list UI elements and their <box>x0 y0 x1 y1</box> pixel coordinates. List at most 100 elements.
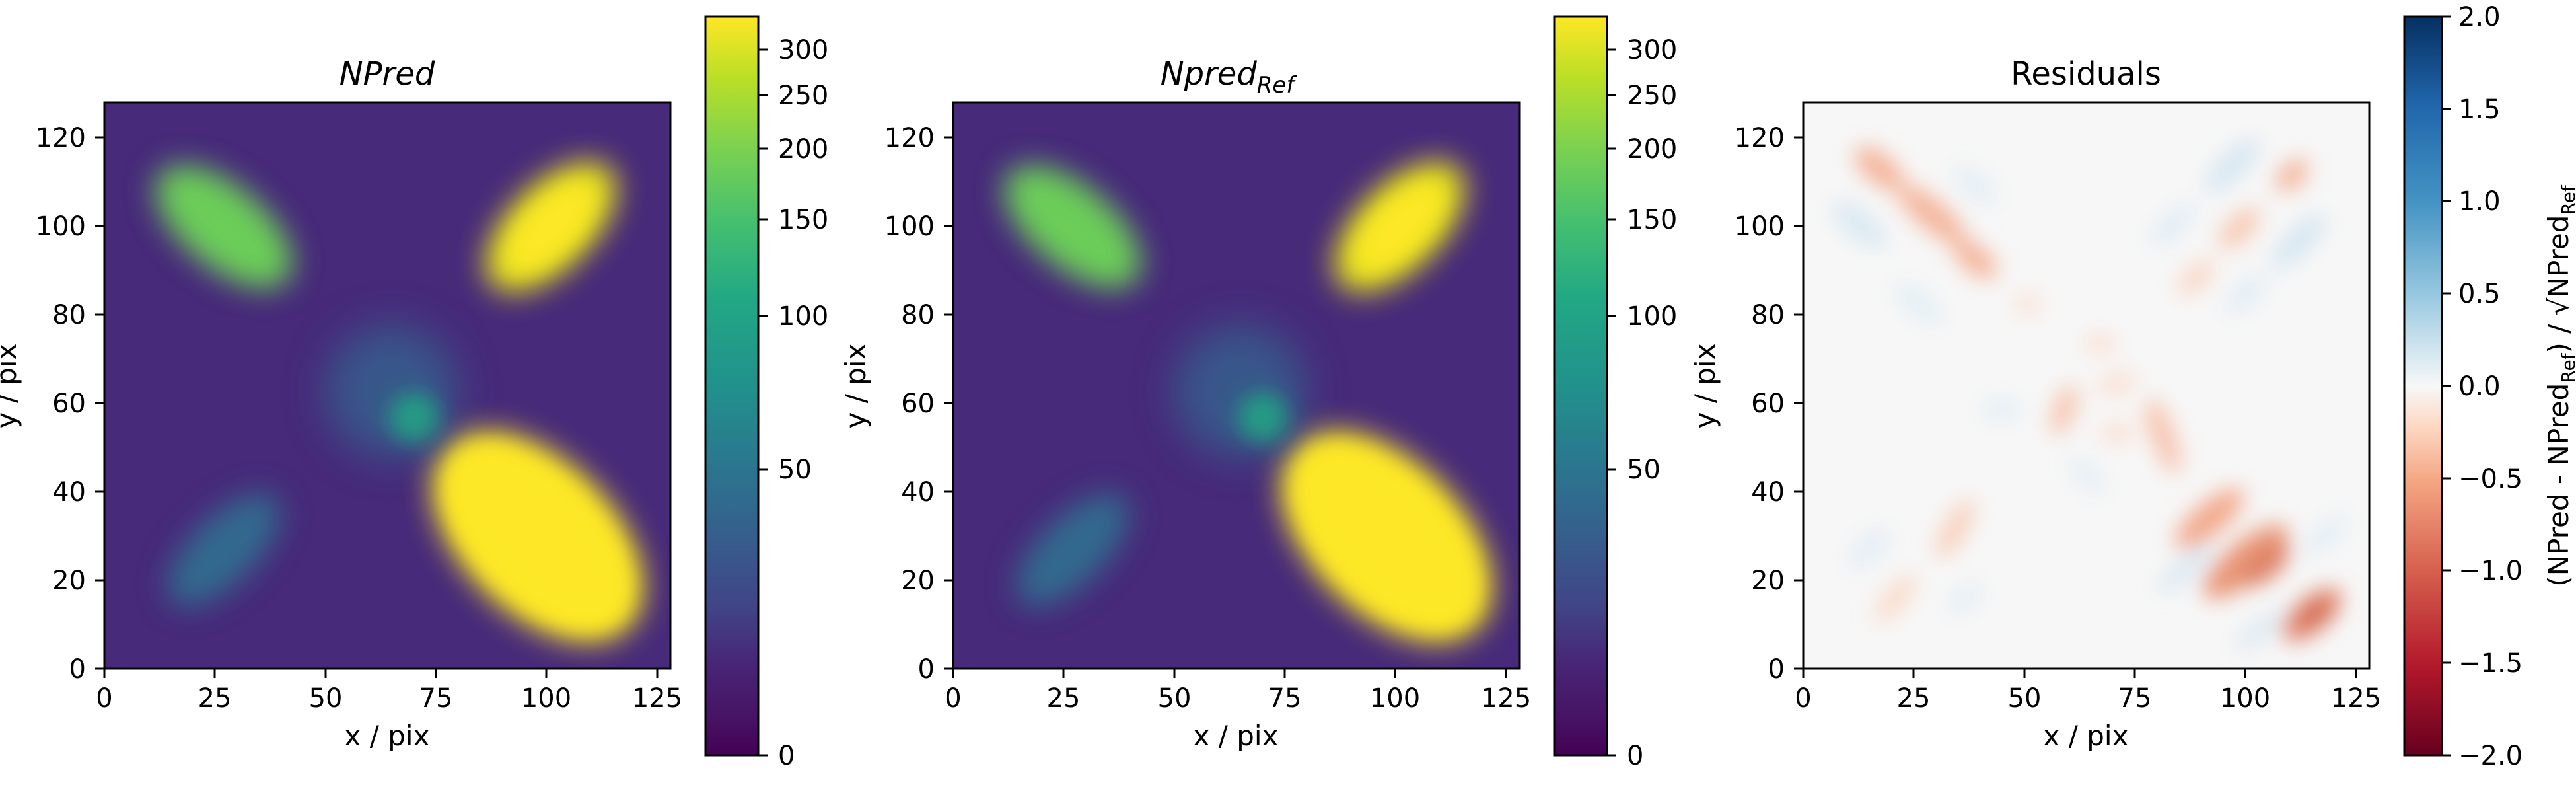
npred-y-tick-label: 0 <box>69 654 86 685</box>
residuals-heatmap <box>1803 102 2369 669</box>
npred-x-tick-label: 125 <box>632 683 682 714</box>
npred-ref-y-tick-label: 20 <box>901 566 935 596</box>
residuals-colorbar-tick-label: 0.5 <box>2458 279 2501 309</box>
residual-feature <box>1953 165 1997 205</box>
npred-y-tick-label: 40 <box>52 477 86 508</box>
npred-ref-colorbar-tick-label: 250 <box>1627 81 1677 111</box>
npred-ref-x-tick-label: 25 <box>1047 683 1081 714</box>
residual-feature <box>2145 398 2181 474</box>
residual-feature <box>1848 527 1890 570</box>
residuals-colorbar: 2.0 1.5 1.0 0.5 0.0 −0.5 −1.0 −1.5 −2.0 … <box>2403 2 2576 771</box>
residual-feature <box>2218 207 2260 249</box>
npred-y-tick-label: 100 <box>36 211 86 242</box>
npred-source-center-point <box>389 393 439 443</box>
residuals-x-tick-label: 25 <box>1897 683 1931 714</box>
npred-colorbar-tick-label: 250 <box>778 81 828 111</box>
residuals-y-axis-label: y / pix <box>1689 344 1721 429</box>
residuals-y-tick-label: 40 <box>1751 477 1785 508</box>
residual-feature <box>2205 138 2260 192</box>
residuals-y-tick-label: 20 <box>1751 566 1785 596</box>
residual-feature <box>2301 514 2349 556</box>
npred-ref-y-tick-label: 100 <box>884 211 935 242</box>
residuals-y-tick-label: 0 <box>1768 654 1785 685</box>
residuals-colorbar-tick-label: 0.0 <box>2458 371 2501 402</box>
residual-feature <box>2275 159 2308 192</box>
npred-ref-y-tick-label: 40 <box>901 477 935 508</box>
residuals-x-tick-label: 75 <box>2118 683 2152 714</box>
residual-feature <box>2174 488 2244 549</box>
npred-ref-colorbar-tick-label: 200 <box>1627 134 1677 165</box>
residual-feature <box>2225 274 2266 315</box>
npred-source-lower-left <box>167 493 281 607</box>
npred-y-tick-label: 80 <box>52 300 86 330</box>
residuals-axes-frame <box>1802 101 2371 670</box>
npred-y-axis-label: y / pix <box>0 344 22 429</box>
residual-feature <box>2050 385 2078 435</box>
npred-heatmap <box>104 102 670 669</box>
residual-feature <box>1832 201 1886 248</box>
residuals-title: Residuals <box>2011 56 2161 93</box>
npred-axes-frame <box>103 101 672 670</box>
residual-feature <box>2241 543 2290 587</box>
residuals-x-tick-label: 100 <box>2220 683 2270 714</box>
npred-source-upper-left <box>155 165 293 289</box>
npred-ref-colorbar-tick-label: 150 <box>1627 205 1677 235</box>
npred-title: NPred <box>340 56 435 93</box>
residuals-x-tick-label: 0 <box>1795 683 1811 714</box>
npred-ref-colorbar-tick-label: 0 <box>1627 741 1643 771</box>
npred-colorbar-tick-label: 300 <box>778 35 828 65</box>
npred-ref-x-tick-label: 0 <box>945 683 961 714</box>
residuals-colorbar-tick-label: 1.5 <box>2458 94 2501 125</box>
npred-ref-y-ticks: 0 20 40 60 80 100 120 <box>884 123 953 685</box>
npred-ref-colorbar-tick-label: 100 <box>1627 301 1677 332</box>
residuals-colorbar-tick-label: −2.0 <box>2458 741 2522 771</box>
residuals-colorbar-tick-label: 2.0 <box>2458 2 2501 32</box>
residual-feature <box>2100 424 2133 442</box>
panel-residuals: Residuals 0 25 50 75 100 125 0 20 40 60 … <box>1689 2 2576 771</box>
residual-feature <box>2098 372 2136 395</box>
residuals-colorbar-tick-label: 1.0 <box>2458 186 2501 217</box>
residual-feature <box>1952 239 1997 279</box>
cbar-label-part-b: Ref <box>2558 352 2576 383</box>
residuals-y-tick-label: 100 <box>1735 211 1785 242</box>
residual-feature <box>1875 574 1917 622</box>
residual-feature <box>2086 334 2115 353</box>
npred-ref-title-main: Npred <box>1161 56 1258 93</box>
npred-ref-colorbar: 0 50 100 150 200 250 300 <box>1553 15 1677 771</box>
residual-feature <box>2299 600 2331 629</box>
npred-colorbar-tick-label: 50 <box>778 455 812 485</box>
npred-ref-y-tick-label: 80 <box>901 300 935 330</box>
residuals-x-tick-label: 50 <box>2008 683 2042 714</box>
npred-ref-y-tick-label: 0 <box>918 654 935 685</box>
npred-ref-x-axis-label: x / pix <box>1194 720 1279 752</box>
panel-npred-ref: NpredRef 0 25 50 75 100 125 0 20 40 60 8… <box>840 15 1677 771</box>
npred-x-tick-label: 25 <box>198 683 232 714</box>
npred-ref-x-tick-label: 100 <box>1370 683 1420 714</box>
npred-colorbar: 0 50 100 150 200 250 300 <box>704 15 828 771</box>
residuals-colorbar-tick-label: −1.5 <box>2458 648 2522 679</box>
npred-ref-title-subscript: Ref <box>1257 72 1298 98</box>
npred-y-tick-label: 20 <box>52 566 86 596</box>
npred-y-tick-label: 60 <box>52 389 86 419</box>
npred-y-ticks: 0 20 40 60 80 100 120 <box>36 123 104 685</box>
npred-ref-colorbar-tick-label: 50 <box>1627 455 1661 485</box>
residuals-x-ticks: 0 25 50 75 100 125 <box>1795 669 2381 714</box>
residual-feature <box>2178 259 2215 296</box>
npred-ref-x-tick-label: 50 <box>1158 683 1192 714</box>
npred-colorbar-tick-label: 0 <box>778 741 795 771</box>
npred-ref-x-tick-label: 75 <box>1268 683 1302 714</box>
residual-feature <box>2016 295 2040 313</box>
npred-x-tick-label: 0 <box>96 683 112 714</box>
residuals-x-axis-label: x / pix <box>2044 720 2129 752</box>
npred-x-ticks: 0 25 50 75 100 125 <box>96 669 682 714</box>
residual-feature <box>2157 543 2215 593</box>
residual-feature <box>1949 582 1982 615</box>
npred-ref-source-center-point <box>1238 393 1288 443</box>
npred-colorbar-tick-label: 100 <box>778 301 828 332</box>
cbar-label-part-c: ) / √NPred <box>2542 215 2575 354</box>
residuals-y-tick-label: 80 <box>1751 300 1785 330</box>
residuals-colorbar-label: (NPred - NPredRef) / √NPredRef <box>2542 184 2576 587</box>
residual-feature <box>2069 457 2106 494</box>
cbar-label-part-d: Ref <box>2558 184 2576 215</box>
